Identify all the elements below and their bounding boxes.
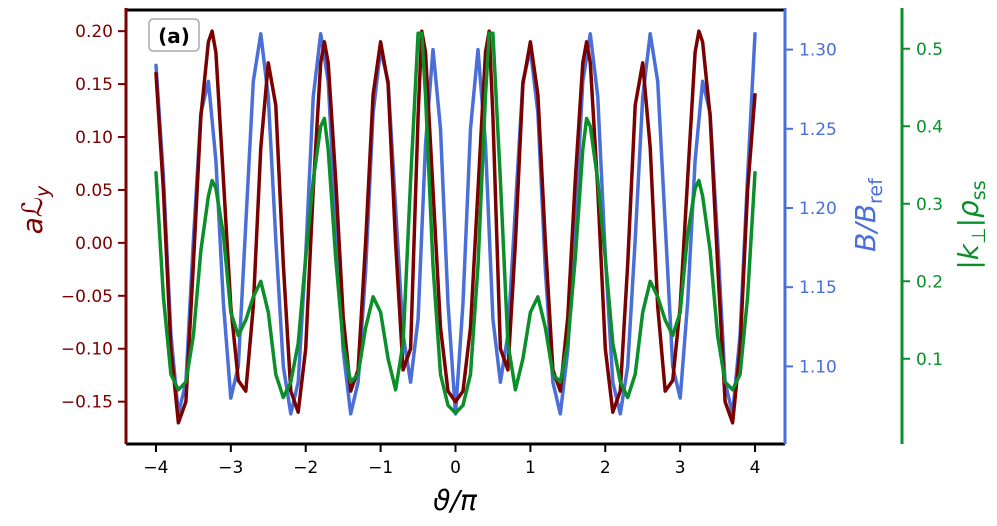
series-line-k_perp_rho: [154, 31, 757, 415]
y-tick-label-right1: 1.10: [799, 357, 837, 377]
y-tick-label-left: 0.00: [75, 234, 113, 254]
left-axis-label: aℒy: [16, 185, 54, 234]
y-tick-label-right2: 0.2: [916, 272, 943, 292]
x-tick-label: 4: [750, 458, 761, 478]
y-tick-label-left: 0.05: [75, 181, 113, 201]
right2-axis-label-sub: ss: [968, 180, 990, 200]
right2-axis-label-perp: ⊥: [968, 227, 990, 244]
right2-axis-label-end: |ρ: [952, 200, 985, 227]
x-tick-label: 0: [450, 458, 461, 478]
y-tick-label-right2: 0.1: [916, 350, 943, 370]
y-tick-label-left: 0.10: [75, 128, 113, 148]
y-tick-label-left: −0.15: [61, 393, 113, 413]
x-tick-label: −2: [293, 458, 318, 478]
left-axis-label-main: a: [16, 217, 49, 234]
left-axis-label-sub: y: [32, 185, 54, 198]
panel-label: (a): [158, 24, 190, 48]
x-tick-label: 3: [675, 458, 686, 478]
x-tick-label: 1: [525, 458, 536, 478]
y-tick-label-left: −0.05: [61, 287, 113, 307]
y-tick-label-right1: 1.30: [799, 41, 837, 61]
left-axis-label-symbol: ℒ: [16, 197, 49, 217]
panel-label-frame: [148, 18, 200, 52]
right1-axis-label-main: B/B: [849, 204, 882, 252]
x-tick-label: −4: [143, 458, 168, 478]
series-layer: [154, 29, 757, 425]
panel-label-box: (a): [148, 18, 200, 52]
y-tick-label-right1: 1.25: [799, 120, 837, 140]
y-tick-label-right2: 0.4: [916, 117, 943, 137]
x-tick-label: −1: [368, 458, 393, 478]
right2-axis-label: |k⊥|ρss: [952, 180, 990, 269]
y-tick-label-right1: 1.15: [799, 278, 837, 298]
y-tick-label-right1: 1.20: [799, 199, 837, 219]
right2-axis-label-main: |k: [952, 242, 985, 269]
series-line-B_over_Bref: [154, 32, 757, 416]
y-tick-label-right2: 0.5: [916, 40, 943, 60]
right1-axis-label: B/Bref: [849, 177, 887, 252]
y-tick-label-right2: 0.3: [916, 195, 943, 215]
x-tick-label: 2: [600, 458, 611, 478]
y-tick-label-left: 0.20: [75, 22, 113, 42]
x-tick-label: −3: [218, 458, 243, 478]
x-axis-label: ϑ/π: [433, 484, 478, 517]
right1-axis-label-sub: ref: [865, 177, 887, 204]
series-line-aLy: [154, 29, 757, 425]
y-tick-label-left: 0.15: [75, 75, 113, 95]
axes-layer: −4 −3 −2 −1 0 1 2 3 4−0.15−0.10−0.050.000.050.10…: [61, 8, 943, 478]
y-tick-label-left: −0.10: [61, 340, 113, 360]
